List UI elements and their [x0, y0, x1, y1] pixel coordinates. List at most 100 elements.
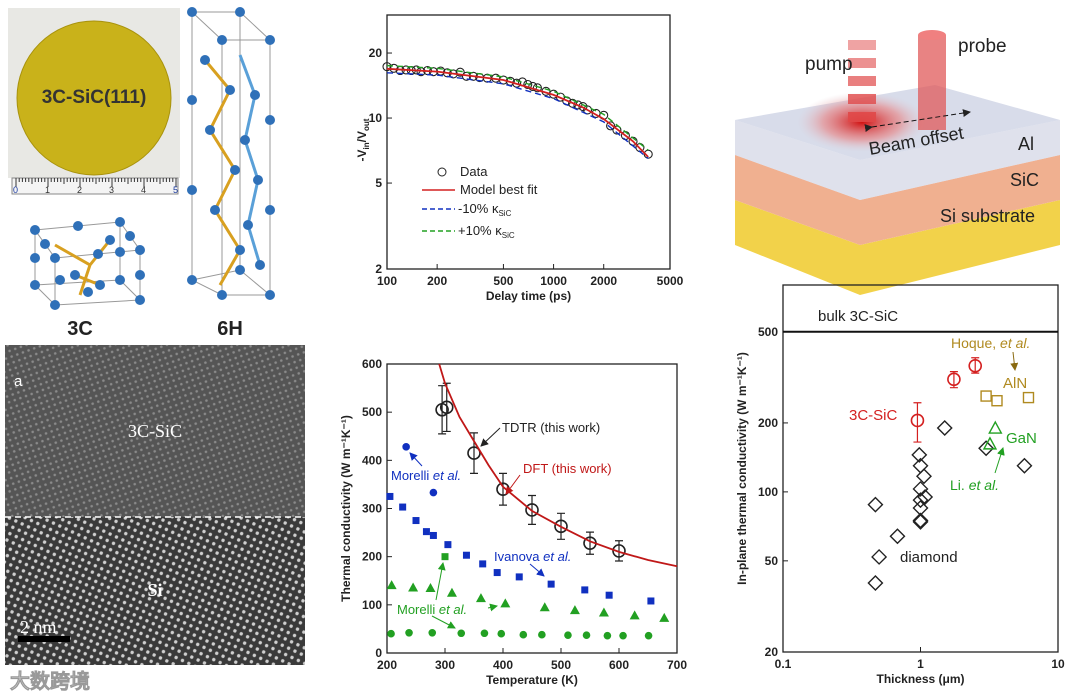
series-diamond: [867, 420, 1033, 592]
atom: [253, 175, 263, 185]
tem-image: a 3C-SiC Si 2 nm: [5, 345, 305, 665]
atom: [265, 115, 275, 125]
data-point: [519, 630, 528, 639]
atom: [115, 217, 125, 227]
atom: [250, 90, 260, 100]
data-point: [387, 629, 395, 638]
atom: [235, 245, 245, 255]
y-tick-label: 5: [375, 176, 382, 190]
probe-label: probe: [958, 36, 1007, 57]
data-point: [480, 629, 489, 638]
atom: [187, 7, 197, 17]
series-dft-this-work-: [438, 363, 678, 568]
annotation-morelli-green-arrow-2: [487, 603, 498, 612]
data-point: [497, 629, 506, 638]
x-tick-label: 200: [377, 658, 397, 672]
atom: [235, 7, 245, 17]
x-tick-label: 300: [435, 658, 455, 672]
series-morelli-et-al-green-square-: [441, 553, 449, 561]
annotation-tdtr: TDTR (this work): [502, 420, 600, 435]
series--10-sic: [386, 64, 649, 151]
atom: [265, 290, 275, 300]
x-tick-label: 400: [493, 658, 513, 672]
x-tick-label: 10: [1051, 657, 1065, 671]
annotation-dft: DFT (this work): [523, 461, 612, 476]
data-point: [547, 580, 555, 588]
annotation-morelli-blue-arrow: [409, 452, 423, 467]
x-tick-label: 500: [551, 658, 571, 672]
atom: [30, 280, 40, 290]
atom: [210, 205, 220, 215]
data-point: [867, 496, 884, 513]
al-layer: [735, 120, 1060, 200]
layer-label-sic: SiC: [1010, 170, 1039, 190]
atom: [235, 265, 245, 275]
data-point: [439, 400, 454, 415]
ruler: [11, 177, 179, 195]
crystal-6h-atoms: [187, 7, 275, 300]
data-point: [386, 580, 397, 590]
structure-6h-label: 6H: [217, 318, 243, 340]
annotation-dft-arrow: [505, 474, 521, 495]
data-point: [1016, 457, 1033, 474]
annotation-3c-sic: 3C-SiC: [849, 407, 898, 424]
y-tick-label: 200: [362, 550, 382, 564]
data-point: [582, 631, 591, 639]
data-point: [991, 395, 1003, 407]
data-point: [386, 492, 394, 500]
data-point: [606, 121, 616, 131]
data-point: [402, 443, 410, 451]
y-tick-label: 400: [362, 453, 382, 467]
annotation-morelli-green: Morelli et al.: [397, 602, 467, 617]
probe-beam-top: [918, 30, 946, 40]
data-point: [446, 587, 457, 597]
atom: [95, 280, 105, 290]
data-point: [532, 83, 542, 93]
data-point: [988, 420, 1003, 434]
panel-wafer-photo: 3C-SiC(111) 0 1 2 3 4 5: [8, 8, 180, 195]
chart-tdtr-signal: 100 200 500 1000 2000 5000 2 5 10 20 Delay time (p…: [369, 14, 684, 303]
x-tick-label: 200: [427, 274, 447, 288]
data-point: [647, 597, 655, 605]
y-tick-label: 600: [362, 357, 382, 371]
ruler-ticks: 0 1 2 3 4 5: [13, 178, 178, 195]
atom: [265, 35, 275, 45]
data-point: [912, 492, 929, 509]
data-point: [500, 598, 511, 608]
data-point: [936, 420, 953, 437]
atom: [187, 185, 197, 195]
wafer-label: 3C-SiC(111): [42, 87, 147, 108]
ruler-tick-label: 2: [77, 185, 82, 195]
atom: [115, 275, 125, 285]
annotation-morelli-blue: Morelli et al.: [391, 468, 461, 483]
si-layer-label: Si: [147, 580, 162, 600]
data-point: [429, 531, 437, 539]
annotation-morelli-green-arrow-3: [431, 615, 456, 629]
annotation-ivanova: Ivanova et al.: [494, 549, 571, 564]
series-3c-sic: [910, 357, 983, 443]
atom: [225, 85, 235, 95]
data-point: [425, 582, 436, 592]
y-tick-label: 20: [765, 645, 779, 659]
data-point: [475, 593, 486, 603]
atom: [40, 239, 50, 249]
atom: [125, 231, 135, 241]
data-point: [564, 631, 572, 639]
beam-offset-arrow: [864, 109, 971, 133]
data-point: [911, 446, 928, 463]
data-point: [583, 105, 593, 115]
pump-pulse: [848, 112, 876, 122]
data-point: [382, 62, 392, 72]
data-point: [441, 553, 449, 561]
x-tick-label: 600: [609, 658, 629, 672]
series-model-best-fit: [386, 67, 649, 158]
pump-pulse: [848, 58, 876, 68]
data-point: [912, 512, 929, 529]
data-point: [467, 446, 481, 460]
x-tick-label: 100: [377, 274, 397, 288]
ruler-tick-label: 1: [45, 185, 50, 195]
structure-3c-label: 3C: [67, 318, 93, 340]
data-point: [493, 569, 501, 577]
annotation-ivanova-arrow: [529, 563, 545, 577]
chart-thermal-conductivity-vs-temperature: 200 300 400 500 600 700 0 100 200 300 400 500 600 Tem…: [339, 357, 687, 687]
